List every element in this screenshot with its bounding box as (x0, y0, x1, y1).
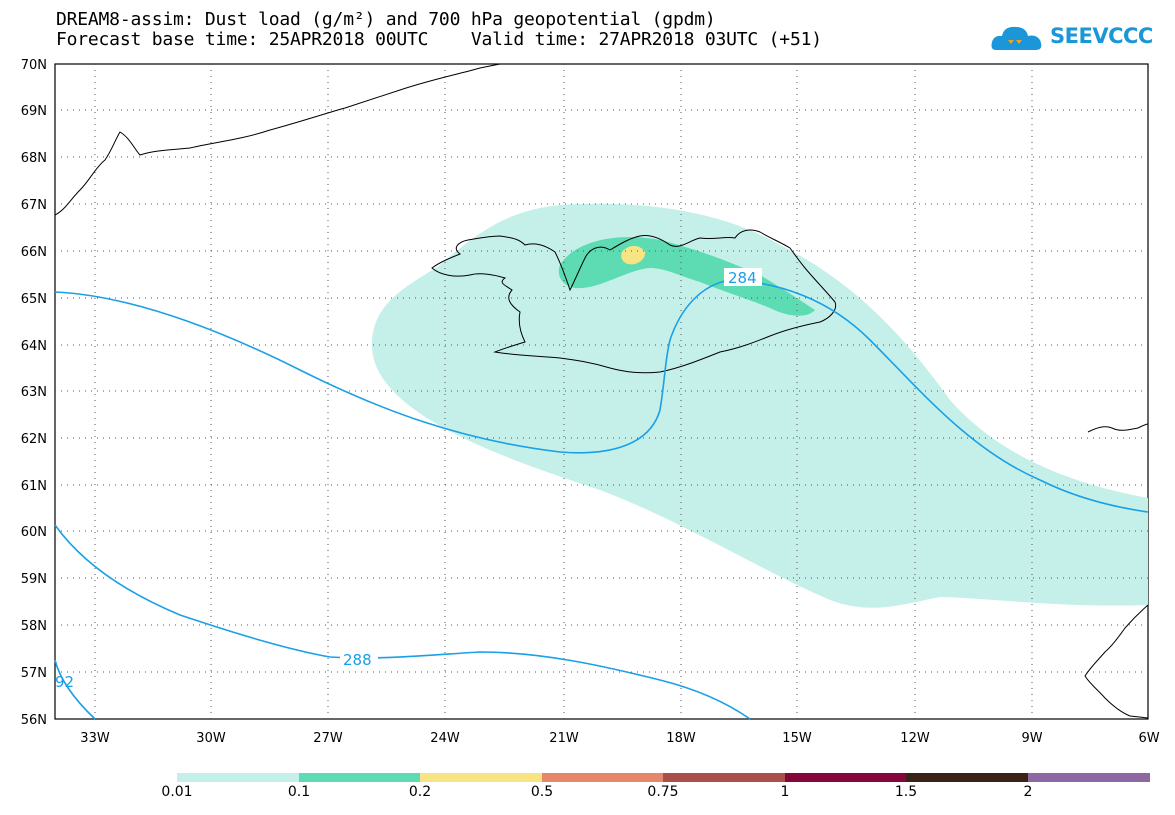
lon-label: 30W (196, 731, 226, 746)
contour-label-bg-288 (340, 650, 378, 668)
contour-label-292: 92 (55, 673, 74, 691)
colorbar-segment (177, 773, 299, 782)
greenland-coast (54, 63, 501, 216)
contour-label-288: 288 (343, 651, 372, 669)
coastlines (54, 63, 1149, 719)
geopotential-contours (54, 279, 1149, 720)
lat-label: 63N (21, 385, 47, 400)
lat-label: 68N (21, 151, 47, 166)
lon-label: 6W (1138, 731, 1159, 746)
colorbar-label: 0.5 (530, 784, 554, 800)
lon-label: 33W (80, 731, 110, 746)
lon-label: 27W (313, 731, 343, 746)
lon-label: 21W (549, 731, 579, 746)
contour-288 (54, 524, 751, 720)
colorbar-segment (420, 773, 542, 782)
lon-label: 15W (782, 731, 812, 746)
colorbar-label: 0.01 (161, 784, 193, 800)
graticule (55, 64, 1148, 719)
lat-label: 65N (21, 292, 47, 307)
map-subtitle: Forecast base time: 25APR2018 00UTC Vali… (56, 29, 822, 50)
faroe-coast (1087, 423, 1149, 433)
logo-text: SEEVCCC (1050, 24, 1153, 48)
colorbar (177, 773, 1150, 782)
lat-label: 66N (21, 245, 47, 260)
lat-axis-labels: 70N 69N 68N 67N 66N 65N 64N 63N 62N 61N … (21, 58, 47, 728)
contour-label-284: 284 (728, 269, 757, 287)
contour-label-bg-284 (724, 268, 762, 286)
lat-label: 70N (21, 58, 47, 73)
colorbar-label: 0.75 (647, 784, 679, 800)
lat-label: 57N (21, 666, 47, 681)
contour-292 (54, 659, 96, 720)
lon-label: 12W (900, 731, 930, 746)
cloud-logo-icon (991, 26, 1042, 50)
lat-label: 58N (21, 619, 47, 634)
colorbar-label: 2 (1023, 784, 1033, 800)
lon-axis-labels: 33W 30W 27W 24W 21W 18W 15W 12W 9W 6W (80, 731, 1159, 746)
contour-284 (54, 279, 1149, 513)
map-title: DREAM8-assim: Dust load (g/m²) and 700 h… (56, 9, 716, 30)
lat-label: 56N (21, 713, 47, 728)
colorbar-label: 1.5 (894, 784, 918, 800)
lat-label: 64N (21, 339, 47, 354)
lat-label: 59N (21, 572, 47, 587)
iceland-coast (431, 229, 837, 374)
dust-area-light (371, 203, 1148, 608)
lon-label: 9W (1021, 731, 1042, 746)
lon-label: 18W (666, 731, 696, 746)
colorbar-segment (299, 773, 420, 782)
colorbar-segment (542, 773, 663, 782)
colorbar-segment (663, 773, 785, 782)
lat-label: 60N (21, 525, 47, 540)
lat-label: 69N (21, 104, 47, 119)
colorbar-segment (1028, 773, 1150, 782)
colorbar-label: 1 (780, 784, 790, 800)
colorbar-label: 0.1 (287, 784, 311, 800)
lon-label: 24W (430, 731, 460, 746)
scotland-coast (1084, 604, 1149, 719)
colorbar-segment (906, 773, 1028, 782)
lat-label: 67N (21, 198, 47, 213)
colorbar-label: 0.2 (408, 784, 432, 800)
lat-label: 61N (21, 479, 47, 494)
lat-label: 62N (21, 432, 47, 447)
dust-area-high (621, 246, 646, 265)
colorbar-segment (785, 773, 906, 782)
